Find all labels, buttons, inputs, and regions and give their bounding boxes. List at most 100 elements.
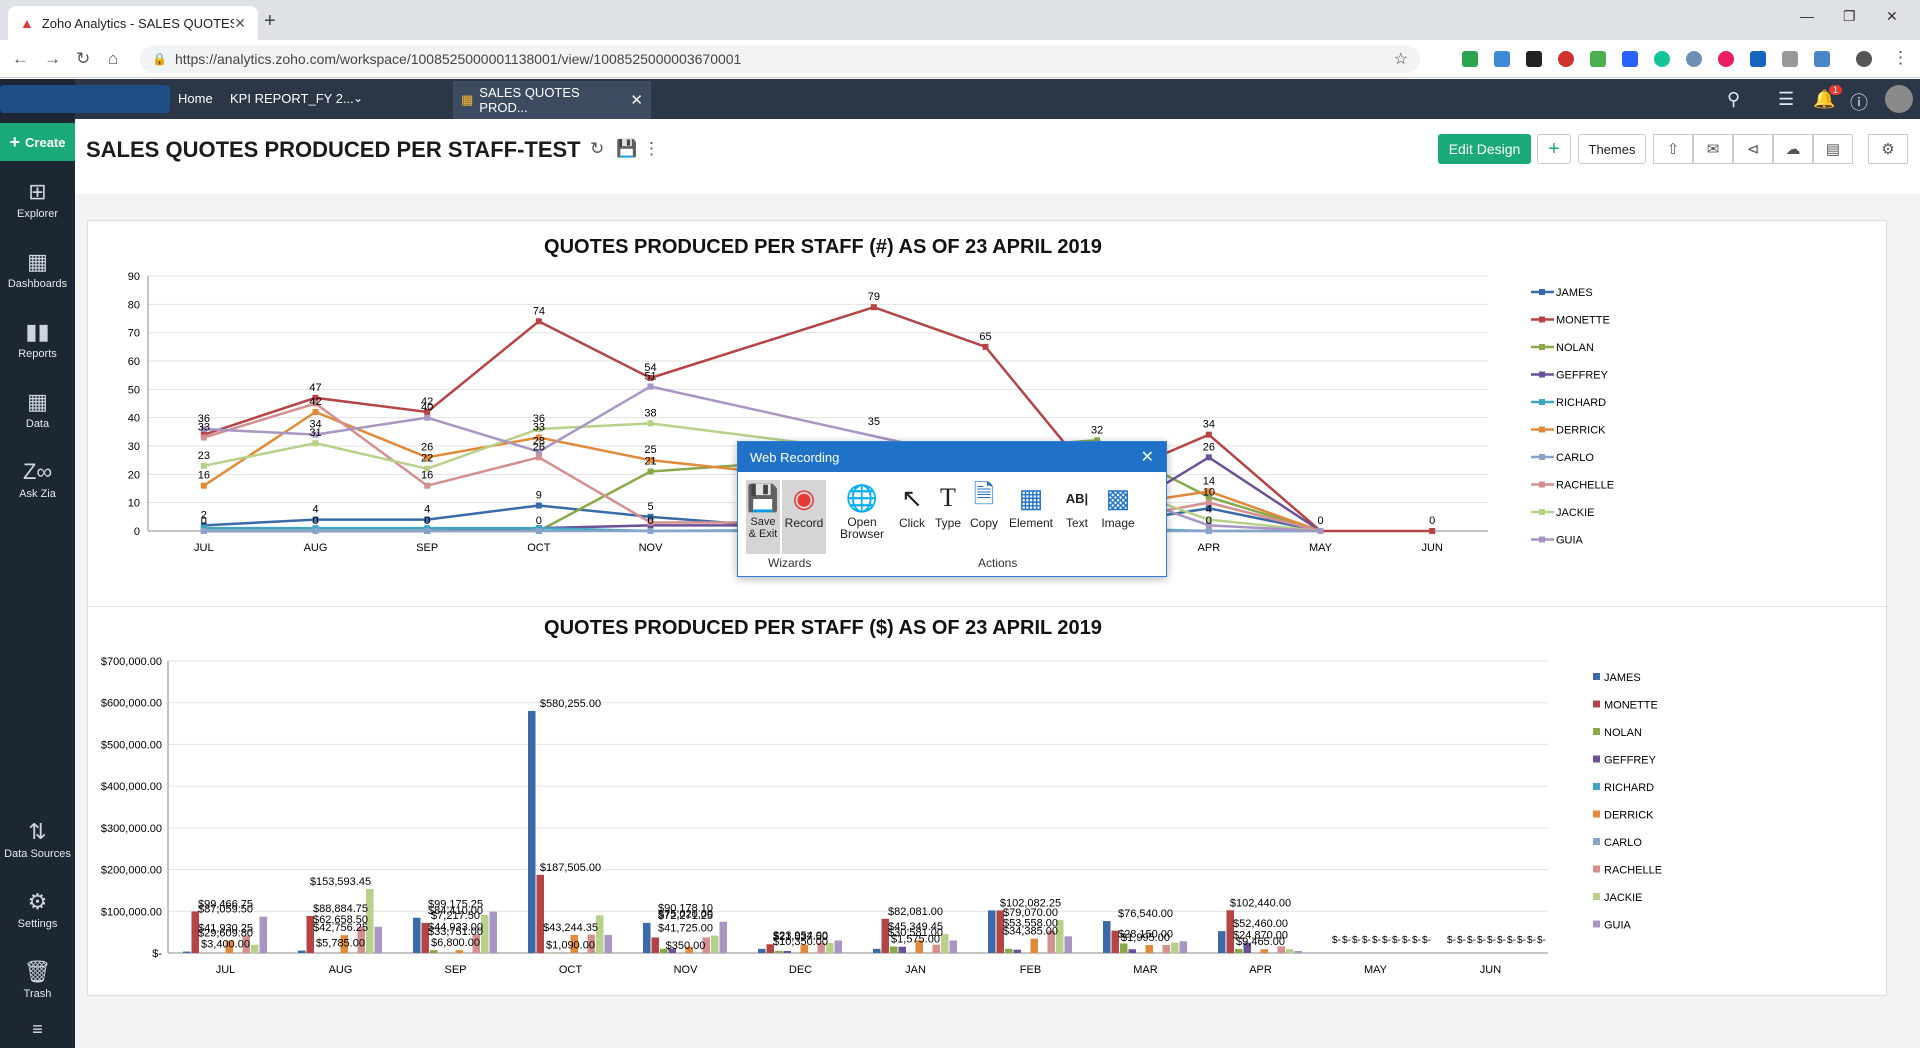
user-avatar[interactable] <box>1885 85 1913 113</box>
record-button[interactable]: ◉ Record <box>782 480 826 554</box>
sidebar-item-reports[interactable]: ▮▮ Reports <box>0 319 75 360</box>
click-button[interactable]: ↖ Click <box>895 480 929 531</box>
close-icon[interactable]: ✕ <box>1140 449 1154 466</box>
cloud-icon[interactable]: ☁ <box>1773 134 1813 164</box>
data-point <box>647 375 654 381</box>
data-label: $1,995.00 <box>1121 932 1170 944</box>
data-label: $45,349.45 <box>888 921 943 933</box>
data-label: 28 <box>533 436 545 448</box>
page-title: SALES QUOTES PRODUCED PER STAFF-TEST <box>86 137 581 162</box>
close-window-icon[interactable]: ✕ <box>1886 8 1898 24</box>
bar <box>1103 921 1111 953</box>
data-label: $42,756.25 <box>313 922 368 934</box>
extension-icon[interactable] <box>1686 51 1702 67</box>
browser-tab-title: Zoho Analytics - SALES QUOTES <box>41 15 235 31</box>
sidebar-item-dashboards[interactable]: ▦ Dashboards <box>0 249 75 290</box>
copy-button[interactable]: 🗎 Copy <box>967 479 1001 530</box>
data-label: $88,884.75 <box>313 903 368 915</box>
image-button[interactable]: ▩ Image <box>1098 480 1138 531</box>
legend-label: CARLO <box>1556 452 1594 464</box>
extension-icon[interactable] <box>1462 51 1478 67</box>
bar <box>596 915 604 953</box>
sidebar-item-data[interactable]: ▦ Data <box>0 389 75 430</box>
bar <box>1235 949 1243 953</box>
settings-gear-icon[interactable]: ⚙ <box>1868 134 1908 164</box>
bar <box>1286 949 1294 953</box>
data-point <box>1429 528 1436 534</box>
x-tick-label: SEP <box>416 542 438 554</box>
save-exit-button[interactable]: 💾 Save & Exit <box>746 480 780 554</box>
browser-tab[interactable]: ▲ Zoho Analytics - SALES QUOTES ✕ <box>8 6 258 40</box>
x-tick-label: AUG <box>304 542 328 554</box>
sidebar: + Create ⊞ Explorer ▦ Dashboards ▮▮ Reports … <box>0 79 75 1048</box>
x-tick-label: APR <box>1198 542 1221 554</box>
reload-icon[interactable]: ↻ <box>76 49 91 68</box>
close-tab-icon[interactable]: ✕ <box>234 14 246 31</box>
comment-icon[interactable]: ▤ <box>1813 134 1853 164</box>
home-link[interactable]: Home <box>178 91 213 106</box>
close-tab-icon[interactable]: ✕ <box>630 92 643 109</box>
y-tick-label: 80 <box>128 299 140 311</box>
extension-icon[interactable] <box>1750 51 1766 67</box>
new-tab-icon[interactable]: + <box>264 10 276 32</box>
more-options-icon[interactable]: ⋮ <box>643 139 660 158</box>
email-icon[interactable]: ✉ <box>1693 134 1733 164</box>
profile-avatar-icon[interactable] <box>1856 51 1872 67</box>
url-field[interactable]: 🔒 https://analytics.zoho.com/workspace/1… <box>140 45 1420 73</box>
chevron-down-icon[interactable]: ⌄ <box>353 91 364 105</box>
help-icon[interactable]: ⓘ <box>1850 93 1868 113</box>
extension-icon[interactable] <box>1782 51 1798 67</box>
cursor-icon: ↖ <box>901 482 923 513</box>
collapse-sidebar-icon[interactable]: ≡ <box>32 1019 43 1039</box>
explorer-icon: ⊞ <box>28 179 47 204</box>
extension-icon[interactable] <box>1590 51 1606 67</box>
kpi-tab[interactable]: KPI REPORT_FY 2... <box>230 91 354 106</box>
home-icon[interactable]: ⌂ <box>108 49 119 68</box>
trash-icon: 🗑 <box>23 959 52 984</box>
empty-value-label: $- <box>1392 935 1401 946</box>
sidebar-item-explorer[interactable]: ⊞ Explorer <box>0 179 75 220</box>
search-icon[interactable]: ⚲ <box>1727 89 1741 109</box>
notification-icon[interactable]: 🔔 <box>1813 89 1836 109</box>
legend-label: NOLAN <box>1604 727 1642 739</box>
sidebar-item-trash[interactable]: 🗑 Trash <box>0 959 75 1000</box>
bookmark-star-icon[interactable]: ☆ <box>1393 51 1408 68</box>
tab-sales-quotes[interactable]: ▦ SALES QUOTES PROD... ✕ <box>453 81 651 119</box>
forward-icon[interactable]: → <box>44 49 61 68</box>
extension-icon[interactable] <box>1718 51 1734 67</box>
restore-icon[interactable]: ❐ <box>1843 8 1856 24</box>
save-icon[interactable]: 💾 <box>616 139 638 158</box>
extension-icon[interactable] <box>1814 51 1830 67</box>
element-button[interactable]: ▦ Element <box>1008 480 1054 531</box>
text-button[interactable]: AB| Text <box>1060 480 1094 531</box>
back-icon[interactable]: ← <box>12 49 29 68</box>
legend-label: GEFFREY <box>1604 755 1657 767</box>
extension-icon[interactable] <box>1622 51 1638 67</box>
share-icon[interactable]: ⊲ <box>1733 134 1773 164</box>
data-label: 0 <box>1206 515 1212 527</box>
export-icon[interactable]: ⇧ <box>1653 134 1693 164</box>
create-button[interactable]: + Create <box>0 123 75 161</box>
bar <box>941 934 949 953</box>
sidebar-item-data-sources[interactable]: ⇅ Data Sources <box>0 819 75 860</box>
data-point <box>535 426 542 432</box>
x-tick-label: JUN <box>1421 542 1442 554</box>
refresh-icon[interactable]: ↻ <box>590 139 605 158</box>
browser-menu-icon[interactable]: ⋮ <box>1892 48 1909 67</box>
settings-icon: ⚙ <box>27 889 48 914</box>
minimize-icon[interactable]: — <box>1800 8 1814 24</box>
data-point <box>1317 528 1324 534</box>
extension-icon[interactable] <box>1494 51 1510 67</box>
edit-design-button[interactable]: Edit Design <box>1438 134 1531 164</box>
extension-icon[interactable] <box>1558 51 1574 67</box>
legend-swatch <box>1593 893 1600 900</box>
sidebar-item-settings[interactable]: ⚙ Settings <box>0 889 75 930</box>
themes-button[interactable]: Themes <box>1578 134 1646 164</box>
type-button[interactable]: T Type <box>931 480 965 530</box>
sidebar-item-ask-zia[interactable]: Z∞ Ask Zia <box>0 459 75 500</box>
open-browser-button[interactable]: 🌐 Open Browser <box>836 480 888 541</box>
extension-icon[interactable] <box>1654 51 1670 67</box>
chat-icon[interactable]: ☰ <box>1778 89 1795 109</box>
add-button[interactable]: + <box>1537 134 1571 164</box>
extension-icon[interactable] <box>1526 51 1542 67</box>
